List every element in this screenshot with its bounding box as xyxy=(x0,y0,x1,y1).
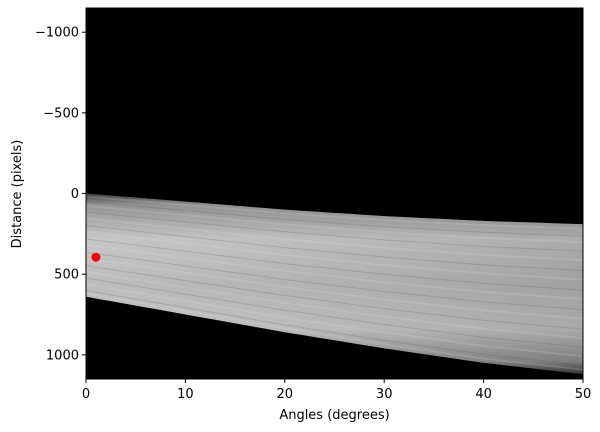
band-streak xyxy=(86,290,583,366)
x-tick-label: 10 xyxy=(177,387,194,402)
band-streak xyxy=(86,201,583,237)
band-streak xyxy=(86,204,583,244)
x-tick-label: 40 xyxy=(475,387,492,402)
peak-marker xyxy=(91,252,101,262)
x-tick-label: 20 xyxy=(277,387,294,402)
band-streak xyxy=(86,292,583,371)
y-tick-label: 1000 xyxy=(46,348,79,363)
band-streak xyxy=(86,217,583,262)
band-streak xyxy=(86,283,583,358)
y-tick-label: −500 xyxy=(43,106,79,121)
band-streak xyxy=(86,257,583,320)
x-tick-label: 30 xyxy=(376,387,393,402)
accumulator-streaks xyxy=(86,195,583,371)
band-streak xyxy=(86,244,583,301)
band-streak xyxy=(86,195,583,230)
accumulator-band-shading xyxy=(86,193,583,375)
y-axis-label: Distance (pixels) xyxy=(10,140,25,249)
band-streak xyxy=(86,211,583,252)
band-streak xyxy=(86,265,583,330)
x-axis-ticks: 0 10 20 30 40 50 xyxy=(82,379,591,402)
band-streak xyxy=(86,238,583,291)
band-streak xyxy=(86,251,583,311)
x-axis-label: Angles (degrees) xyxy=(279,408,389,423)
x-tick-label: 0 xyxy=(82,387,90,402)
y-axis-ticks: −1000 −500 0 500 1000 xyxy=(35,26,86,363)
band-streak xyxy=(86,230,583,281)
band-streak xyxy=(86,225,583,272)
y-tick-label: 0 xyxy=(71,187,79,202)
x-tick-label: 50 xyxy=(575,387,592,402)
y-tick-label: −1000 xyxy=(35,26,79,41)
y-tick-label: 500 xyxy=(54,268,79,283)
band-streak xyxy=(86,277,583,348)
band-streak xyxy=(86,270,583,340)
